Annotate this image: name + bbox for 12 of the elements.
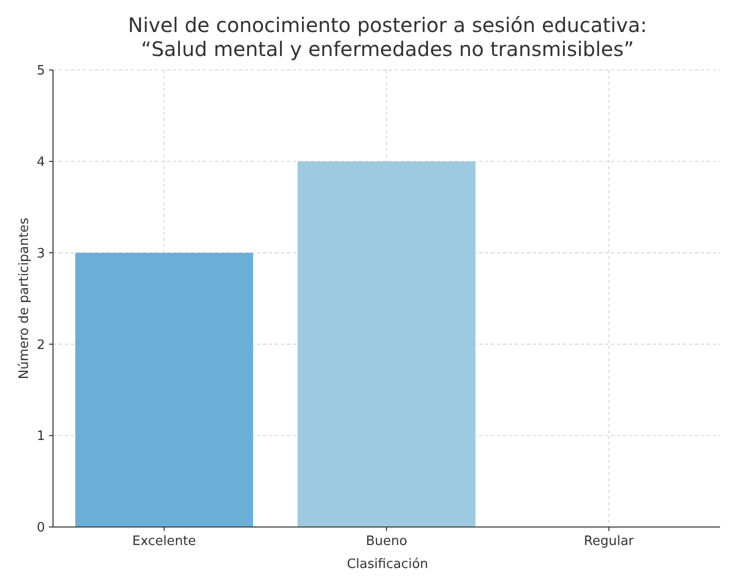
y-tick-label: 0 — [36, 520, 45, 536]
y-tick-label: 1 — [36, 429, 45, 444]
x-tick-label: Excelente — [132, 534, 196, 549]
x-tick-label: Regular — [584, 534, 634, 549]
y-axis-title: Número de participantes — [17, 218, 32, 380]
y-tick-label: 5 — [36, 64, 45, 79]
chart-title: Nivel de conocimiento posterior a sesión educativa: “Salud mental y enfermedades no transmisibles” — [128, 13, 647, 61]
x-tick-label: Bueno — [366, 534, 408, 549]
x-axis-title: Clasificación — [346, 557, 428, 572]
y-tick-label: 4 — [36, 154, 45, 170]
y-tick-label: 2 — [36, 338, 45, 353]
y-tick-label: 3 — [36, 246, 45, 262]
